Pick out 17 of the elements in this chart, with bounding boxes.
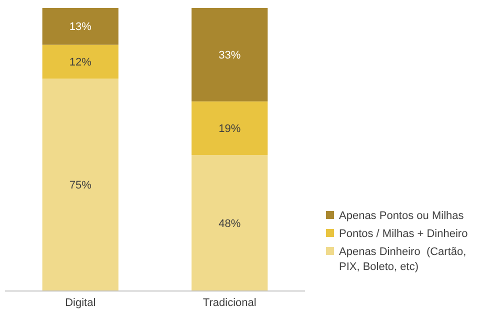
legend-label: Apenas Pontos ou Milhas	[339, 210, 464, 222]
bar	[192, 101, 268, 156]
data-label: 12%	[69, 56, 92, 69]
x-tick-label: Tradicional	[202, 297, 256, 309]
data-label: 48%	[218, 218, 241, 230]
legend-label: Apenas Dinheiro (Cartão, PIX, Boleto, etc)	[339, 246, 466, 273]
data-label: 75%	[69, 180, 92, 192]
data-label: 33%	[218, 50, 241, 62]
bar	[42, 8, 118, 45]
bar	[42, 78, 118, 291]
data-label: 19%	[218, 123, 241, 136]
data-label: 13%	[69, 21, 92, 34]
bar	[42, 44, 118, 79]
bar	[192, 8, 268, 102]
x-tick-label: Digital	[65, 297, 96, 309]
legend-label: Pontos / Milhas + Dinheiro	[339, 228, 468, 240]
bar	[192, 155, 268, 291]
